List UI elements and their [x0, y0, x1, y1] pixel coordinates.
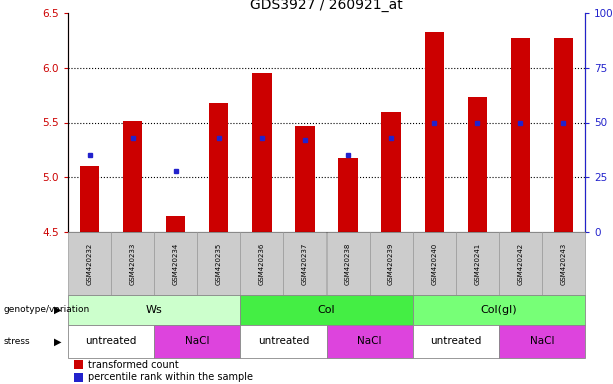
- Text: GSM420243: GSM420243: [560, 242, 566, 285]
- Bar: [68, 325, 154, 358]
- Text: GSM420235: GSM420235: [216, 242, 222, 285]
- Text: genotype/variation: genotype/variation: [3, 306, 89, 314]
- Text: GSM420232: GSM420232: [86, 242, 93, 285]
- Bar: [68, 232, 111, 295]
- Text: Col(gl): Col(gl): [481, 305, 517, 315]
- Bar: [511, 38, 530, 232]
- Bar: [554, 38, 573, 232]
- Bar: [455, 232, 499, 295]
- Bar: [542, 232, 585, 295]
- Bar: [425, 31, 444, 232]
- Bar: [240, 295, 413, 325]
- Text: GSM420239: GSM420239: [388, 242, 394, 285]
- Text: transformed count: transformed count: [88, 359, 179, 369]
- Bar: [154, 325, 240, 358]
- Text: stress: stress: [3, 337, 29, 346]
- Text: NaCl: NaCl: [357, 336, 382, 346]
- Text: GSM420240: GSM420240: [431, 242, 437, 285]
- Bar: [240, 232, 283, 295]
- Text: ▶: ▶: [55, 305, 62, 315]
- Text: GSM420241: GSM420241: [474, 242, 481, 285]
- Bar: [240, 325, 327, 358]
- Text: GSM420233: GSM420233: [129, 242, 135, 285]
- Text: GSM420238: GSM420238: [345, 242, 351, 285]
- Bar: [295, 126, 314, 232]
- Text: GSM420236: GSM420236: [259, 242, 265, 285]
- Bar: [499, 325, 585, 358]
- Bar: [123, 121, 142, 232]
- Bar: [252, 73, 272, 232]
- Text: GSM420242: GSM420242: [517, 242, 524, 285]
- Text: NaCl: NaCl: [530, 336, 554, 346]
- Bar: [327, 232, 370, 295]
- Title: GDS3927 / 260921_at: GDS3927 / 260921_at: [250, 0, 403, 12]
- Bar: [370, 232, 413, 295]
- Bar: [283, 232, 327, 295]
- Text: ▶: ▶: [55, 336, 62, 346]
- Text: GSM420237: GSM420237: [302, 242, 308, 285]
- Text: GSM420234: GSM420234: [173, 242, 179, 285]
- Text: Ws: Ws: [146, 305, 162, 315]
- Text: Col: Col: [318, 305, 335, 315]
- Bar: [166, 215, 185, 232]
- Text: NaCl: NaCl: [185, 336, 210, 346]
- Bar: [338, 157, 358, 232]
- Bar: [413, 232, 455, 295]
- Bar: [209, 103, 229, 232]
- Text: untreated: untreated: [430, 336, 481, 346]
- Text: percentile rank within the sample: percentile rank within the sample: [88, 372, 253, 382]
- Bar: [80, 166, 99, 232]
- Bar: [327, 325, 413, 358]
- Bar: [413, 325, 499, 358]
- Bar: [381, 111, 401, 232]
- Bar: [154, 232, 197, 295]
- Bar: [197, 232, 240, 295]
- Bar: [413, 295, 585, 325]
- Bar: [111, 232, 154, 295]
- Text: untreated: untreated: [85, 336, 137, 346]
- Text: untreated: untreated: [257, 336, 309, 346]
- Bar: [68, 295, 240, 325]
- Bar: [499, 232, 542, 295]
- Bar: [468, 97, 487, 232]
